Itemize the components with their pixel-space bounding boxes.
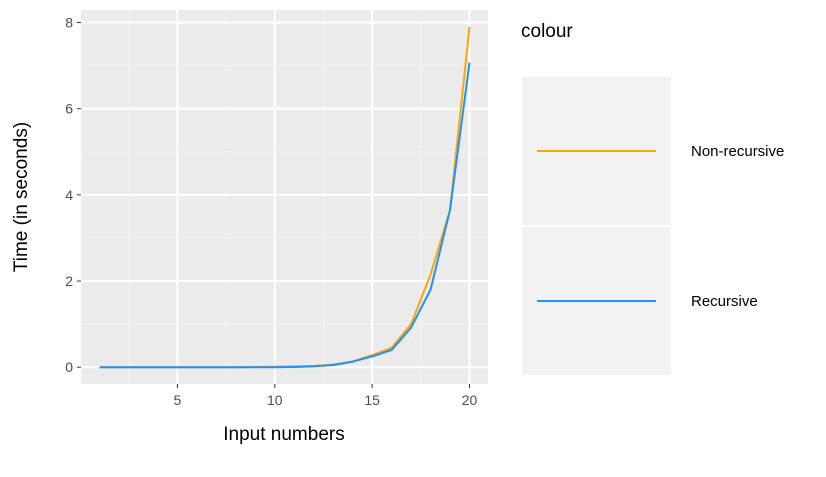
legend-label: Non-recursive [691, 143, 784, 160]
series-line-recursive [99, 62, 471, 369]
major-gridlines [81, 10, 488, 384]
x-tick-label: 10 [267, 392, 283, 408]
legend: colour Non-recursive Recursive [521, 21, 784, 375]
legend-title: colour [521, 21, 573, 42]
x-tick-label: 5 [173, 392, 181, 408]
plot-panel [81, 10, 488, 384]
x-tick-label: 20 [462, 392, 478, 408]
y-tick-label: 4 [65, 187, 73, 203]
y-tick-label: 0 [65, 359, 73, 375]
y-tick-label: 8 [65, 14, 73, 30]
series-lines [99, 26, 471, 369]
y-axis-title: Time (in seconds) [11, 122, 32, 272]
y-tick-label: 6 [65, 101, 73, 117]
y-tick-label: 2 [65, 273, 73, 289]
y-axis: 0 2 4 6 8 [65, 14, 81, 375]
legend-keys: Non-recursive Recursive [522, 77, 784, 375]
x-axis: 5 10 15 20 [173, 384, 477, 408]
legend-label: Recursive [691, 293, 758, 310]
x-axis-title: Input numbers [223, 424, 344, 445]
x-tick-label: 15 [364, 392, 380, 408]
minor-gridlines [81, 10, 488, 384]
